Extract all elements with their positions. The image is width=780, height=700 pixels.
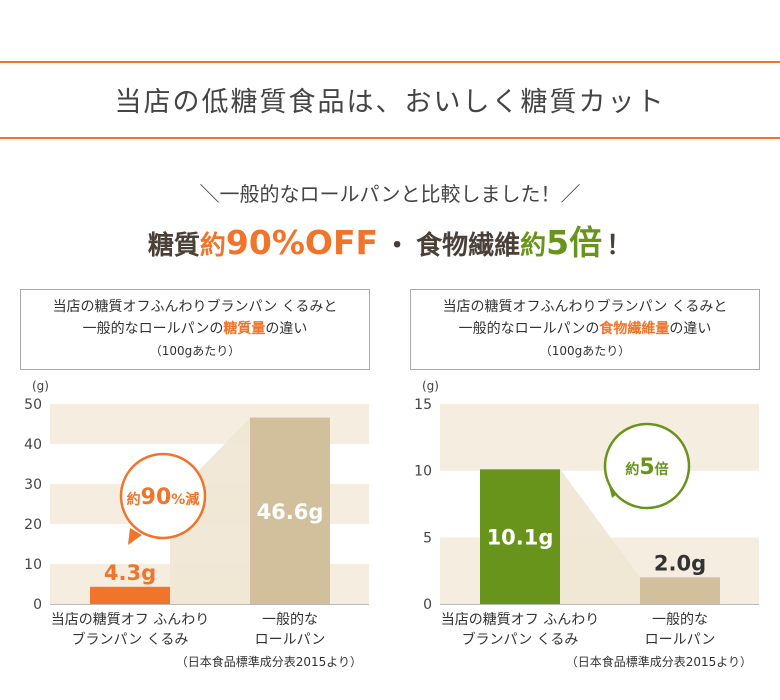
chart2-connector: [560, 469, 640, 604]
chart2-ytick: 15: [414, 397, 432, 413]
chart1-value-label: 4.3g: [104, 561, 156, 585]
chart1-ytick: 0: [33, 597, 42, 613]
chart2-callout-suffix: 倍: [655, 461, 669, 478]
chart2-ytick: 10: [414, 464, 432, 480]
chart2-value-label: 2.0g: [654, 551, 706, 575]
chart1-caption-highlight: 糖質量: [223, 321, 266, 337]
chart1-bar: [90, 586, 170, 604]
chart2-bar: [480, 469, 560, 604]
chart2-category-line2: ブランパン くるみ: [462, 631, 579, 648]
chart1-callout-suffix: %減: [171, 491, 199, 508]
chart2-caption-line2-pre: 一般的なロールパンの: [458, 321, 600, 337]
chart1-caption-line2-post: の違い: [265, 321, 308, 337]
chart2-category-line1: 当店の糖質オフ ふんわり: [441, 612, 599, 628]
chart1-bar: [250, 417, 330, 604]
comparison-note: ＼一般的なロールパンと比較しました！／: [199, 182, 581, 206]
top-divider: [0, 61, 780, 63]
chart1-category-line2: ブランパン くるみ: [72, 631, 189, 648]
chart2-ytick: 0: [423, 597, 432, 613]
chart2-category-line2: ロールパン: [645, 632, 716, 648]
chart1-caption-line1: 当店の糖質オフふんわりブランパン くるみと: [52, 299, 338, 315]
chart1-callout-circle: [119, 452, 207, 540]
chart1-ytick: 20: [24, 517, 42, 533]
chart2-ytick: 5: [423, 530, 432, 546]
chart1-ytick: 50: [24, 397, 42, 413]
chart2-source: （日本食品標準成分表2015より）: [566, 654, 752, 669]
chart1-ytick: 30: [24, 477, 42, 493]
chart2-caption-line1: 当店の糖質オフふんわりブランパン くるみと: [442, 299, 728, 315]
chart1-category-line1: 当店の糖質オフ ふんわり: [51, 612, 209, 628]
headline-part3: 90%OFF: [225, 223, 379, 262]
chart1-callout-pre: 約: [127, 491, 141, 508]
chart2-caption: 当店の糖質オフふんわりブランパン くるみと 一般的なロールパンの食物繊維量の違い…: [410, 289, 760, 370]
chart2-band: [440, 404, 759, 471]
chart1-callout-value: 90: [141, 485, 172, 510]
chart2-caption-line3: （100gあたり）: [539, 344, 631, 358]
chart1-ytick: 40: [24, 437, 42, 453]
chart2-callout-value: 5: [639, 455, 654, 480]
bottom-divider: [0, 137, 780, 139]
chart1-ytick: 10: [24, 557, 42, 573]
chart2-callout-circle: [603, 422, 691, 510]
headline-part7: 5倍: [546, 223, 603, 262]
chart1-category-line1: 一般的な: [262, 612, 318, 628]
chart1-value-label: 46.6g: [257, 500, 324, 524]
chart1-caption-line3: （100gあたり）: [149, 344, 241, 358]
chart2-unit: (g): [422, 379, 439, 393]
chart2-category-line1: 一般的な: [652, 612, 708, 628]
headline-part8: ！: [606, 231, 633, 261]
headline-part2: 約: [199, 231, 226, 261]
chart1-callout-text: 約90%減: [127, 485, 200, 510]
chart1-callout-tail: [128, 528, 142, 545]
chart2-caption-line2-post: の違い: [669, 321, 712, 337]
chart2-caption-line2: 一般的なロールパンの食物繊維量の違い: [411, 318, 759, 340]
chart2-bar: [640, 577, 720, 604]
headline: 糖質約90%OFF ・食物繊維約5倍！: [0, 216, 780, 264]
page-heading: 当店の低糖質食品は、おいしく糖質カット: [114, 87, 666, 118]
headline-part5: 食物繊維: [416, 231, 521, 261]
headline-part4: ・: [384, 231, 411, 261]
headline-part6: 約: [520, 231, 547, 261]
chart1-unit: (g): [32, 379, 49, 393]
chart1-caption-line2-pre: 一般的なロールパンの: [82, 321, 224, 337]
chart1-caption: 当店の糖質オフふんわりブランパン くるみと 一般的なロールパンの糖質量の違い （…: [20, 289, 370, 370]
chart1-source: （日本食品標準成分表2015より）: [176, 654, 362, 669]
chart2-callout-pre: 約: [625, 461, 639, 478]
chart2-value-label: 10.1g: [487, 526, 554, 550]
chart1-caption-line2: 一般的なロールパンの糖質量の違い: [21, 318, 369, 340]
chart1-category-line2: ロールパン: [255, 632, 326, 648]
chart2-caption-highlight: 食物繊維量: [599, 321, 670, 337]
chart2-callout-text: 約5倍: [625, 455, 668, 480]
chart1-connector: [170, 418, 250, 604]
headline-part1: 糖質: [147, 231, 200, 261]
